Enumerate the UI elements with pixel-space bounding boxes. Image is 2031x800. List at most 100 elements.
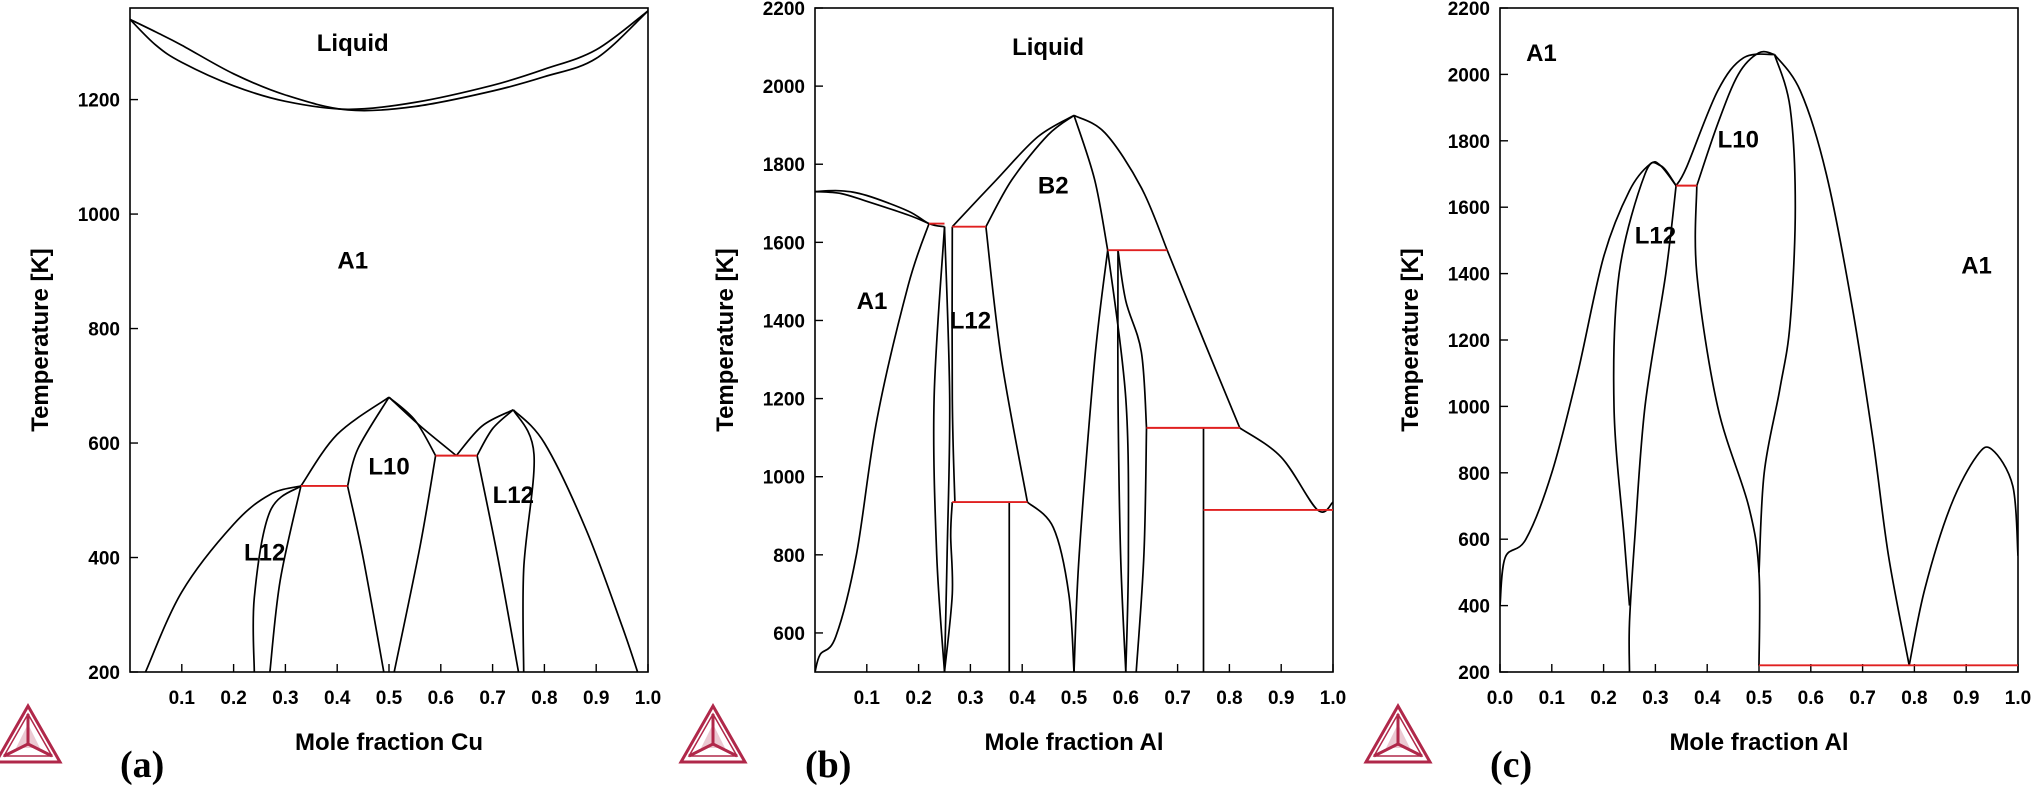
phase-boundary-curve — [1073, 115, 1109, 251]
panel-label: (a) — [120, 744, 164, 786]
x-tick-label: 0.9 — [1953, 688, 1979, 709]
y-tick-label: 1000 — [763, 468, 805, 489]
y-tick-label: 600 — [88, 434, 120, 455]
phase-boundary-curve — [300, 396, 390, 487]
x-tick-label: 0.4 — [1009, 688, 1036, 709]
x-tick-label: 0.7 — [1164, 688, 1190, 709]
phase-boundary-curve — [144, 485, 302, 672]
plot-frame — [129, 7, 649, 673]
y-tick-label: 2200 — [763, 0, 805, 20]
y-tick-label: 1200 — [1448, 331, 1490, 352]
phase-boundary-curve — [951, 114, 1075, 228]
y-axis-label: Temperature [K] — [27, 248, 54, 432]
phase-label: Liquid — [1012, 34, 1084, 61]
x-tick-label: 0.3 — [272, 688, 298, 709]
phase-boundary-curve — [985, 226, 1029, 503]
x-axis-label: Mole fraction Al — [984, 729, 1163, 756]
x-tick-label: 0.2 — [1590, 688, 1616, 709]
y-tick-label: 1800 — [763, 155, 805, 176]
phase-boundary-curve — [1694, 185, 1761, 666]
phase-boundary-curve — [1026, 501, 1075, 672]
y-axis-label: Temperature [K] — [712, 248, 739, 432]
x-axis-label: Mole fraction Cu — [295, 729, 483, 756]
x-tick-label: 0.9 — [1268, 688, 1294, 709]
phase-boundary-curve — [346, 396, 390, 487]
panel-3: 0.0 0.1 0.2 0.3 0.4 0.5 0.6 0.7 0.8 0.9 1.0 200 400 6… — [1364, 0, 2031, 786]
phase-label: Liquid — [317, 30, 389, 57]
x-tick-label: 0.5 — [376, 688, 403, 709]
panel-label: (c) — [1490, 744, 1532, 786]
x-tick-label: 0.4 — [324, 688, 351, 709]
phase-boundary-curve — [1239, 427, 1333, 513]
phase-boundary-curve — [815, 190, 930, 225]
phase-boundary-curve — [1116, 250, 1127, 672]
phase-boundary-curve — [1908, 446, 2018, 666]
phase-boundaries — [815, 114, 1333, 672]
phase-boundary-curve — [269, 485, 302, 672]
thermo-calc-triangle-logo-icon — [0, 704, 62, 764]
x-tick-label: 0.6 — [1798, 688, 1824, 709]
y-tick-label: 800 — [1458, 464, 1490, 485]
x-tick-label: 0.6 — [1113, 688, 1139, 709]
y-tick-label: 1400 — [1448, 265, 1490, 286]
phase-boundary-curve — [985, 114, 1075, 228]
x-tick-label: 0.7 — [479, 688, 505, 709]
phase-boundaries — [1500, 50, 2018, 672]
y-tick-label: 400 — [88, 549, 120, 570]
y-tick-label: 2200 — [1448, 0, 1490, 20]
phase-label: A1 — [1526, 40, 1557, 67]
phase-boundary-curve — [1166, 249, 1241, 429]
x-tick-label: 0.5 — [1746, 688, 1773, 709]
phase-boundary-curve — [388, 396, 437, 457]
phase-boundary-curve — [1612, 161, 1677, 606]
phase-boundary-curve — [1773, 53, 1911, 666]
y-tick-label: 1000 — [78, 205, 120, 226]
x-tick-label: 0.2 — [220, 688, 246, 709]
y-tick-label: 600 — [773, 624, 805, 645]
thermo-calc-triangle-logo-icon — [679, 704, 747, 764]
x-tick-label: 0.9 — [583, 688, 609, 709]
x-tick-label: 0.3 — [1642, 688, 1668, 709]
y-tick-label: 2000 — [1448, 65, 1490, 86]
panel-2: 0.1 0.2 0.3 0.4 0.5 0.6 0.7 0.8 0.9 1.0 600 800 1000… — [679, 0, 1346, 786]
y-axis-label: Temperature [K] — [1397, 248, 1424, 432]
phase-boundary-curve — [252, 485, 302, 672]
phase-boundary-curve — [1117, 250, 1148, 428]
phase-boundaries — [130, 10, 648, 672]
x-axis-label: Mole fraction Al — [1669, 729, 1848, 756]
phase-boundary-curve — [476, 409, 514, 457]
y-tick-label: 2000 — [763, 77, 805, 98]
phase-boundary-curve — [455, 409, 514, 457]
phase-boundary-curve — [1628, 185, 1677, 672]
phase-boundary-curve — [1695, 50, 1775, 186]
phase-boundary-curve — [512, 409, 639, 672]
panel-1: 0.1 0.2 0.3 0.4 0.5 0.6 0.7 0.8 0.9 1.0 200 400 600 8… — [0, 7, 661, 786]
y-tick-label: 800 — [88, 320, 120, 341]
y-tick-label: 1800 — [1448, 132, 1490, 153]
phase-boundary-curve — [346, 485, 385, 672]
x-tick-label: 0.6 — [428, 688, 454, 709]
y-tick-label: 1600 — [763, 233, 805, 254]
phase-boundary-curve — [943, 502, 954, 672]
phase-label: L12 — [493, 482, 534, 509]
x-tick-label: 0.8 — [531, 688, 557, 709]
phase-label: L12 — [1635, 223, 1676, 250]
x-tick-label: 0.4 — [1694, 688, 1721, 709]
phase-label: L10 — [368, 454, 409, 481]
y-tick-label: 1600 — [1448, 198, 1490, 219]
x-tick-label: 0.8 — [1216, 688, 1242, 709]
phase-label: A1 — [337, 247, 368, 274]
x-tick-label: 1.0 — [635, 688, 661, 709]
phase-boundary-curve — [815, 223, 930, 672]
phase-boundary-curve — [476, 455, 520, 672]
x-tick-label: 1.0 — [2005, 688, 2031, 709]
x-tick-label: 0.8 — [1901, 688, 1927, 709]
phase-label: L12 — [950, 307, 991, 334]
y-tick-label: 800 — [773, 546, 805, 567]
panel-label: (b) — [805, 744, 851, 786]
phase-boundary-curve — [130, 10, 648, 112]
x-tick-label: 0.1 — [854, 688, 881, 709]
x-tick-label: 0.0 — [1487, 688, 1513, 709]
phase-boundary-curve — [943, 226, 951, 672]
